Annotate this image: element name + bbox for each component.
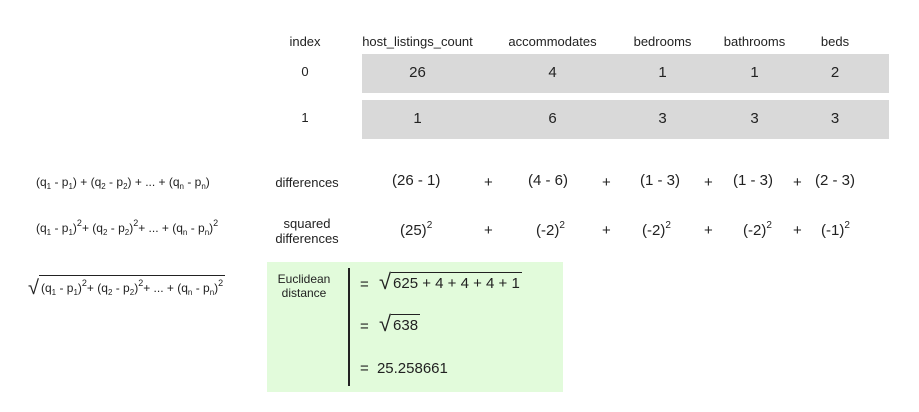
squared-term: (-2)2: [743, 220, 772, 239]
radicand: 625 + 4 + 4 + 4 + 1: [391, 272, 522, 292]
exponent: 2: [559, 220, 565, 231]
differences-formula: (q1 - p1) + (q2 - p2) + ... + (qn - pn): [36, 175, 210, 191]
euclidean-formula: √ (q1 - p1)2+ (q2 - p2)2+ ... + (qn - pn)…: [28, 275, 226, 299]
squared-term: (-1)2: [821, 220, 850, 239]
exponent: 2: [665, 220, 671, 231]
equation-line-2: = √ 638: [360, 311, 421, 336]
squared-base: (-2): [536, 222, 560, 239]
squared-base: (-1): [821, 222, 845, 239]
table-cell: 3: [830, 110, 840, 127]
difference-term: (4 - 6): [528, 172, 569, 189]
plus-operator: +: [602, 174, 611, 191]
plus-operator: +: [793, 222, 802, 239]
euclidean-result: 25.258661: [376, 360, 448, 377]
equation-line-3: = 25.258661: [360, 360, 448, 377]
difference-term: (2 - 3): [815, 172, 856, 189]
radicand: 638: [391, 314, 421, 334]
squared-label-line1: squared: [283, 216, 331, 231]
squared-base: (25): [400, 222, 427, 239]
squared-base: (-2): [642, 222, 666, 239]
table-cell-index: 0: [301, 64, 309, 79]
exponent: 2: [844, 220, 850, 231]
squared-base: (-2): [743, 222, 767, 239]
table-cell: 1: [750, 64, 759, 81]
table-cell: 6: [548, 110, 557, 127]
squared-label-line2: differences: [275, 231, 339, 246]
plus-operator: +: [602, 222, 611, 239]
difference-term: (1 - 3): [733, 172, 774, 189]
euclidean-distance-box: [267, 262, 563, 392]
table-cell: 2: [830, 64, 840, 81]
header-bedrooms: bedrooms: [633, 34, 692, 49]
table-cell: 3: [750, 110, 759, 127]
table-cell: 4: [548, 64, 557, 81]
difference-term: (1 - 3): [640, 172, 681, 189]
squared-term: (25)2: [400, 220, 432, 239]
plus-operator: +: [704, 222, 713, 239]
euclidean-label-line2: distance: [281, 286, 327, 300]
equals-sign: =: [360, 360, 369, 377]
squared-differences-label: squared differences: [262, 216, 352, 246]
equation-line-1: = √ 625 + 4 + 4 + 4 + 1: [360, 269, 522, 294]
table-cell: 1: [413, 110, 422, 127]
header-index: index: [289, 34, 321, 49]
euclidean-label-line1: Euclidean: [277, 272, 331, 286]
radical-sign: √: [378, 311, 392, 336]
header-accommodates: accommodates: [508, 34, 597, 49]
table-cell-index: 1: [301, 110, 309, 125]
plus-operator: +: [704, 174, 713, 191]
header-beds: beds: [820, 34, 850, 49]
plus-operator: +: [484, 174, 493, 191]
table-row-bg: [362, 54, 889, 93]
plus-operator: +: [793, 174, 802, 191]
table-cell: 26: [409, 64, 426, 81]
squared-term: (-2)2: [642, 220, 671, 239]
equals-sign: =: [360, 318, 369, 335]
header-bathrooms: bathrooms: [723, 34, 786, 49]
header-host-listings-count: host_listings_count: [362, 34, 473, 49]
squared-differences-formula: (q1 - p1)2+ (q2 - p2)2+ ... + (qn - pn)2: [36, 218, 219, 237]
divider-line: [348, 268, 350, 386]
plus-operator: +: [484, 222, 493, 239]
equals-sign: =: [360, 276, 369, 293]
table-cell: 1: [658, 64, 667, 81]
differences-label: differences: [275, 175, 339, 190]
difference-term: (26 - 1): [392, 172, 441, 189]
squared-term: (-2)2: [536, 220, 565, 239]
table-row-bg: [362, 100, 889, 139]
euclidean-distance-label: Euclidean distance: [268, 272, 340, 300]
radical-sign: √: [378, 269, 392, 294]
table-cell: 3: [658, 110, 667, 127]
exponent: 2: [766, 220, 772, 231]
exponent: 2: [426, 220, 433, 231]
